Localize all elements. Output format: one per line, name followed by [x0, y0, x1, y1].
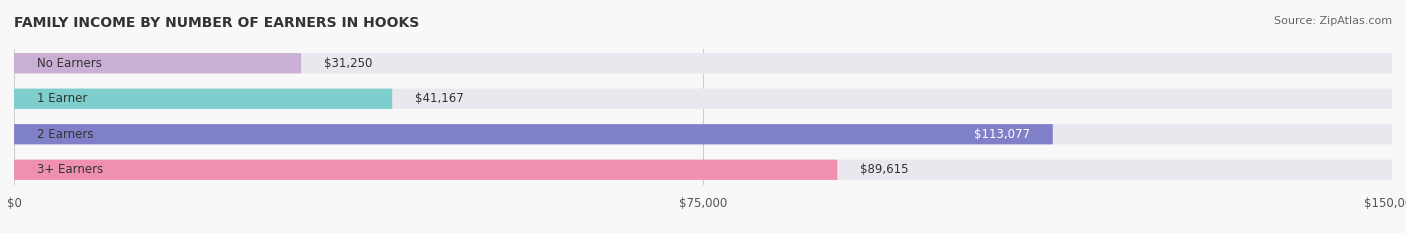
FancyBboxPatch shape: [14, 160, 1392, 180]
FancyBboxPatch shape: [14, 89, 392, 109]
Text: Source: ZipAtlas.com: Source: ZipAtlas.com: [1274, 16, 1392, 26]
Text: $89,615: $89,615: [860, 163, 908, 176]
Text: 3+ Earners: 3+ Earners: [37, 163, 103, 176]
Text: FAMILY INCOME BY NUMBER OF EARNERS IN HOOKS: FAMILY INCOME BY NUMBER OF EARNERS IN HO…: [14, 16, 419, 30]
Text: $113,077: $113,077: [974, 128, 1029, 141]
FancyBboxPatch shape: [14, 89, 1392, 109]
Text: 1 Earner: 1 Earner: [37, 92, 87, 105]
Text: $41,167: $41,167: [415, 92, 464, 105]
Text: $31,250: $31,250: [325, 57, 373, 70]
Text: 2 Earners: 2 Earners: [37, 128, 94, 141]
FancyBboxPatch shape: [14, 53, 301, 73]
FancyBboxPatch shape: [14, 124, 1053, 144]
FancyBboxPatch shape: [14, 124, 1392, 144]
Text: No Earners: No Earners: [37, 57, 101, 70]
FancyBboxPatch shape: [14, 160, 837, 180]
FancyBboxPatch shape: [14, 53, 1392, 73]
